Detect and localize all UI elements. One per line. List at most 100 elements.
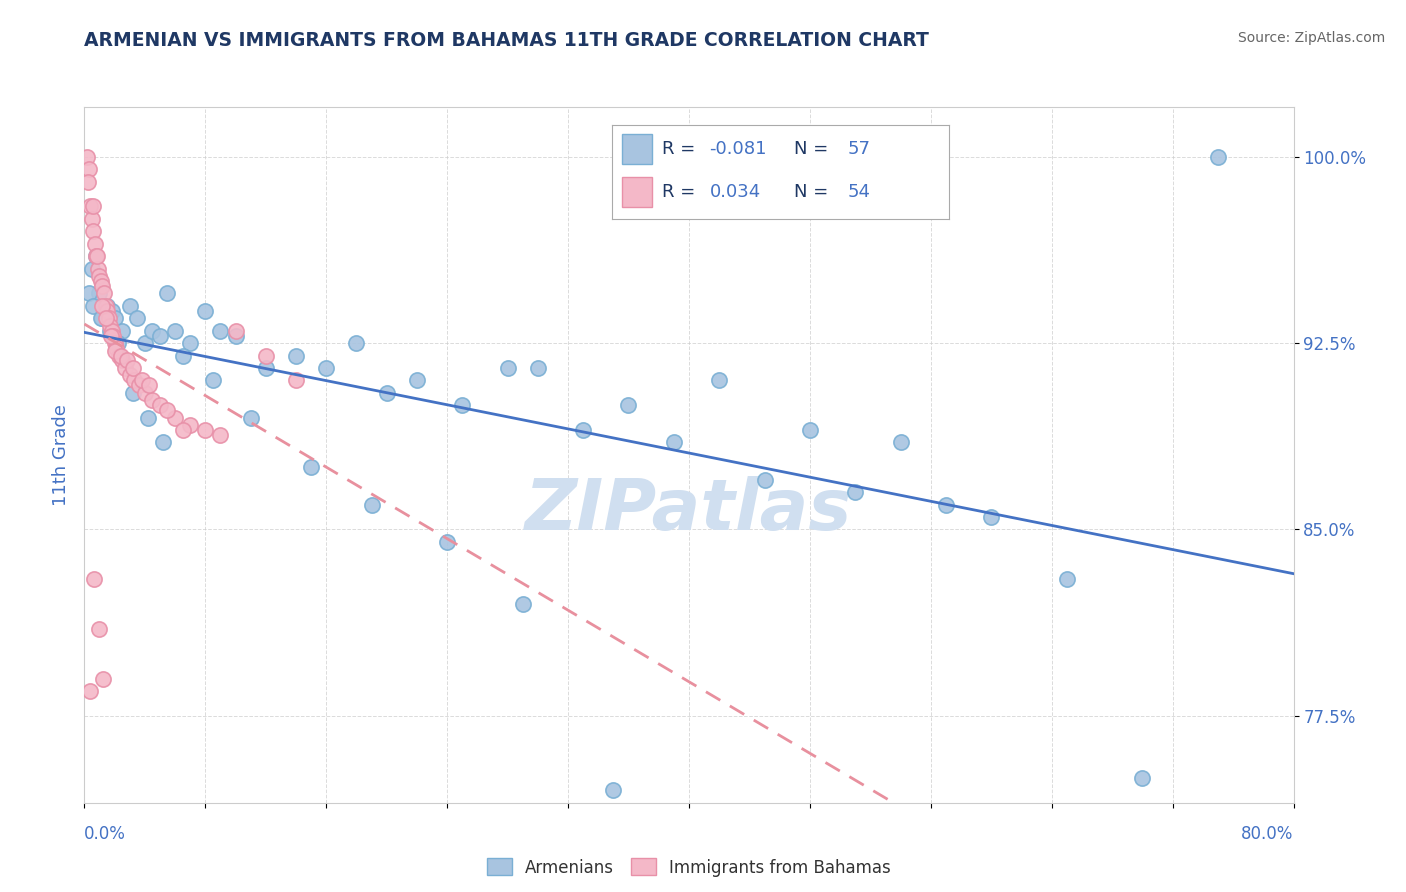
Point — [134, 336, 156, 351]
Point — [127, 311, 149, 326]
Text: R =: R = — [662, 184, 702, 202]
Point — [149, 398, 172, 412]
Point — [527, 361, 550, 376]
Point — [179, 418, 201, 433]
Point — [77, 286, 100, 301]
Point — [141, 393, 163, 408]
Text: 80.0%: 80.0% — [1241, 825, 1294, 843]
Point — [82, 224, 104, 238]
Text: 0.034: 0.034 — [710, 184, 761, 202]
Text: 54: 54 — [848, 184, 870, 202]
Point — [225, 328, 247, 343]
Point — [86, 249, 108, 263]
Point — [100, 303, 122, 318]
Text: ZIPatlas: ZIPatlas — [526, 476, 852, 545]
Point — [86, 249, 108, 263]
Point — [239, 410, 262, 425]
Point — [360, 498, 382, 512]
Point — [90, 311, 112, 326]
Bar — [621, 134, 652, 164]
Point — [96, 299, 118, 313]
Point — [172, 423, 194, 437]
Point — [104, 336, 127, 351]
Text: 57: 57 — [848, 140, 870, 158]
Point — [225, 324, 247, 338]
Point — [179, 336, 201, 351]
Point — [315, 361, 337, 376]
Point — [107, 336, 129, 351]
Point — [284, 373, 308, 387]
Bar — [621, 178, 652, 207]
Point — [254, 349, 277, 363]
Point — [141, 324, 163, 338]
Point — [602, 783, 624, 797]
Point — [1206, 150, 1229, 164]
Point — [1056, 572, 1078, 586]
Point — [98, 324, 121, 338]
Point — [134, 385, 156, 400]
Point — [87, 261, 110, 276]
Point — [136, 410, 159, 425]
Point — [209, 324, 232, 338]
Point — [86, 249, 108, 263]
Point — [194, 423, 217, 437]
Point — [890, 435, 912, 450]
Point — [111, 353, 134, 368]
Point — [346, 336, 368, 351]
Point — [77, 162, 100, 177]
Text: R =: R = — [662, 140, 702, 158]
Point — [87, 622, 110, 636]
Point — [284, 349, 308, 363]
Point — [101, 328, 124, 343]
Point — [84, 236, 107, 251]
Point — [572, 423, 595, 437]
Point — [194, 303, 217, 318]
Point — [90, 274, 112, 288]
Point — [76, 150, 98, 164]
Text: ARMENIAN VS IMMIGRANTS FROM BAHAMAS 11TH GRADE CORRELATION CHART: ARMENIAN VS IMMIGRANTS FROM BAHAMAS 11TH… — [84, 31, 929, 50]
Point — [104, 343, 127, 358]
Point — [77, 175, 100, 189]
Point — [799, 423, 821, 437]
Point — [96, 303, 118, 318]
Point — [111, 324, 134, 338]
Text: N =: N = — [794, 184, 834, 202]
Point — [82, 199, 104, 213]
Point — [375, 385, 398, 400]
Point — [131, 373, 153, 387]
Point — [105, 341, 128, 355]
Point — [149, 328, 172, 343]
Point — [100, 324, 122, 338]
Point — [209, 428, 232, 442]
Point — [254, 361, 277, 376]
Point — [406, 373, 429, 387]
Point — [299, 460, 322, 475]
Point — [201, 373, 224, 387]
Point — [93, 286, 115, 301]
Point — [122, 373, 145, 387]
Point — [89, 268, 111, 283]
Point — [709, 373, 731, 387]
Point — [110, 349, 132, 363]
Point — [118, 368, 141, 383]
Point — [121, 385, 143, 400]
Point — [165, 324, 187, 338]
Point — [91, 672, 114, 686]
Point — [108, 349, 131, 363]
Point — [121, 361, 143, 376]
Text: N =: N = — [794, 140, 834, 158]
Point — [156, 286, 179, 301]
Point — [617, 398, 640, 412]
Point — [80, 211, 103, 226]
Point — [512, 597, 534, 611]
Point — [138, 378, 160, 392]
Point — [496, 361, 519, 376]
Point — [96, 311, 118, 326]
Point — [156, 403, 179, 417]
Point — [91, 279, 114, 293]
Point — [172, 349, 194, 363]
Point — [114, 361, 136, 376]
Point — [152, 435, 174, 450]
Text: 0.0%: 0.0% — [84, 825, 127, 843]
Point — [97, 311, 120, 326]
